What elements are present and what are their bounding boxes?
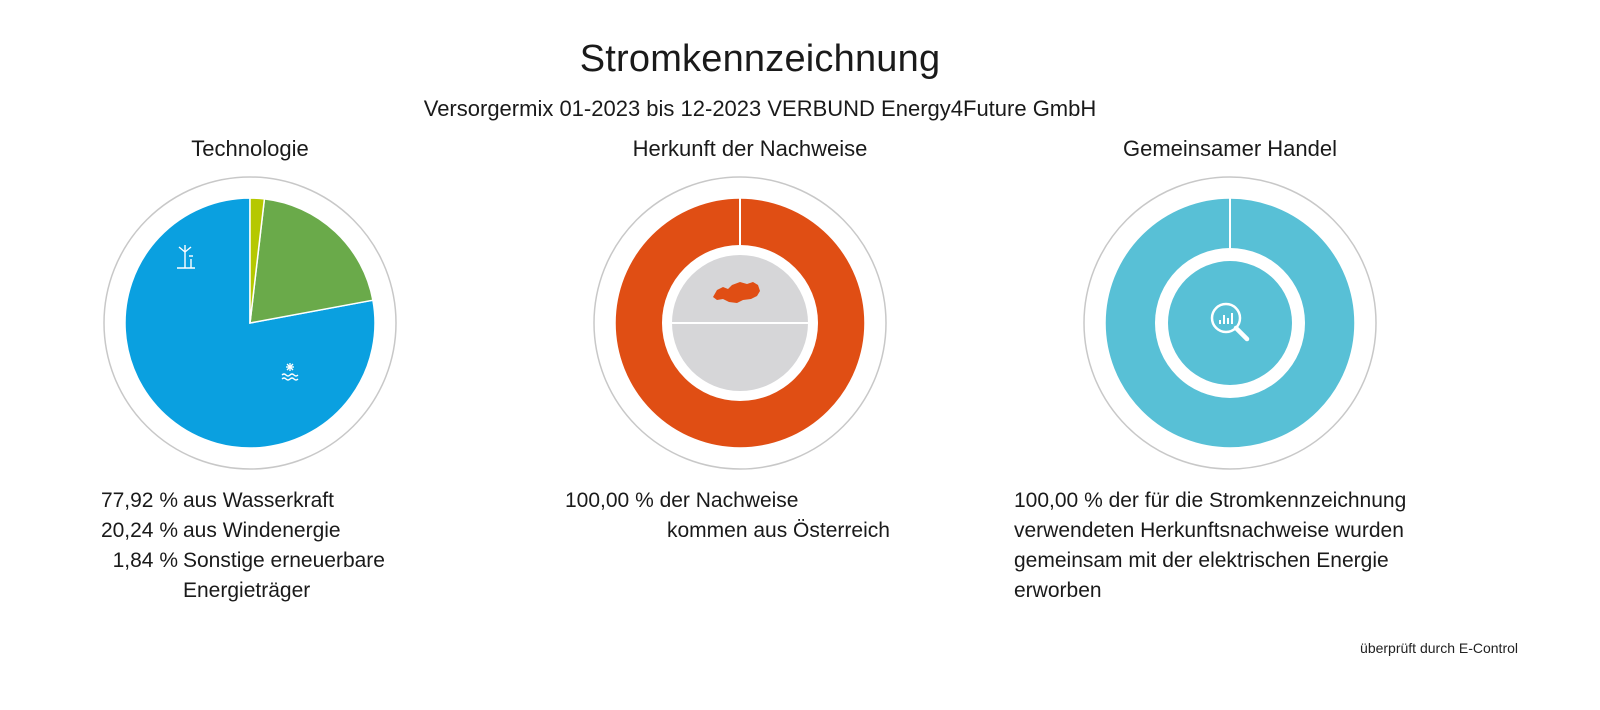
footnote: überprüft durch E-Control (1360, 640, 1518, 656)
handel-legend: 100,00 % der für die Stromkennzeichnung … (1014, 486, 1534, 606)
outer-ring (593, 176, 887, 470)
pie-slice-3 (249, 197, 266, 324)
legend-line: gemeinsam mit der elektrischen Energie (1014, 549, 1389, 572)
legend-line: 100,00 % der Nachweise (565, 489, 799, 512)
legend-row-sonstige: 1,84 % Sonstige erneuerbare (90, 546, 385, 576)
wind-turbine-icon (177, 245, 195, 269)
handel-donut-chart (1083, 176, 1377, 470)
handel-title: Gemeinsamer Handel (1123, 136, 1337, 161)
austria-map-icon (713, 282, 760, 303)
legend-row-windenergie: 20,24 % aus Windenergie (90, 516, 385, 546)
legend-line: kommen aus Österreich (667, 519, 890, 542)
legend-value: 1,84 % (112, 549, 178, 572)
outer-ring (1083, 176, 1377, 470)
legend-row-wasserkraft: 77,92 % aus Wasserkraft (90, 486, 385, 516)
legend-label: Sonstige erneuerbare (183, 549, 385, 572)
legend-label: aus Wasserkraft (183, 489, 334, 512)
technologie-legend: 77,92 % aus Wasserkraft 20,24 % aus Wind… (90, 486, 385, 606)
legend-row-sonstige-cont: Energieträger (90, 576, 385, 606)
legend-line: 100,00 % der für die Stromkennzeichnung (1014, 489, 1407, 512)
pie-slice-2 (249, 198, 374, 324)
technologie-pie-chart (103, 176, 397, 470)
herkunft-donut-chart (593, 176, 887, 470)
magnifier-chart-icon (1210, 302, 1250, 342)
page-title: Stromkennzeichnung (579, 38, 941, 80)
outer-ring (103, 176, 397, 470)
legend-value: 20,24 % (100, 519, 178, 542)
herkunft-title: Herkunft der Nachweise (632, 136, 868, 161)
legend-line: erworben (1014, 579, 1102, 602)
herkunft-legend: 100,00 % der Nachweise kommen aus Österr… (565, 486, 890, 546)
center-disc (1168, 261, 1292, 385)
legend-value: 77,92 % (100, 489, 178, 512)
hydro-icon (281, 363, 299, 381)
page-subtitle: Versorgermix 01-2023 bis 12-2023 VERBUND… (423, 96, 1097, 121)
legend-line: verwendeten Herkunftsnachweise wurden (1014, 519, 1404, 542)
legend-label: Energieträger (183, 579, 311, 602)
technologie-title: Technologie (191, 136, 309, 161)
legend-value (90, 576, 178, 606)
legend-label: aus Windenergie (183, 519, 341, 542)
